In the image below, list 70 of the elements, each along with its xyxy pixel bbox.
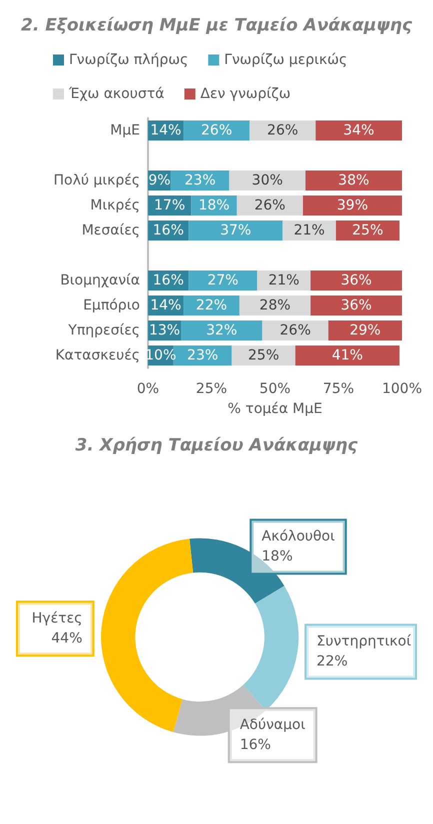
x-tick-label: 75% — [322, 381, 354, 397]
slice-label: Συντηρητικοί — [316, 634, 412, 650]
data-label: 17% — [154, 198, 186, 214]
bar — [295, 346, 400, 366]
data-label: 44% — [51, 630, 82, 647]
x-tick-label: 100% — [382, 381, 422, 397]
data-label: 18% — [262, 548, 293, 565]
legend-label: Γνωρίζω πλήρως — [69, 52, 188, 68]
data-label: 38% — [338, 172, 370, 188]
data-label: 26% — [280, 322, 311, 338]
y-tick-label: Κατασκευές — [55, 348, 140, 364]
data-label: 25% — [352, 222, 384, 238]
data-label: 28% — [259, 298, 291, 314]
x-axis-title: % τομέα ΜμΕ — [228, 401, 322, 417]
data-label: 39% — [336, 198, 368, 214]
bar — [229, 170, 306, 190]
data-label: 25% — [248, 348, 280, 364]
data-label: 14% — [150, 122, 182, 138]
y-tick-label: Μεσαίες — [82, 222, 140, 238]
data-label: 9% — [148, 172, 171, 188]
y-tick-label: Μικρές — [90, 198, 140, 214]
bar — [305, 170, 402, 190]
bar — [328, 320, 402, 340]
data-label: 32% — [206, 322, 238, 338]
y-tick-label: Βιομηχανία — [60, 272, 140, 288]
y-tick-label: Εμπόριο — [83, 298, 140, 314]
data-label: 26% — [201, 122, 232, 138]
data-label: 30% — [252, 172, 283, 188]
chart-title: 2. Εξοικείωση ΜμΕ με Ταμείο Ανάκαμψης — [20, 16, 413, 36]
data-label: 23% — [184, 172, 216, 188]
bar — [316, 120, 402, 140]
slice-label: Ακόλουθοι — [262, 528, 336, 545]
data-label: 26% — [254, 198, 286, 214]
legend-label: Έχω ακουστά — [68, 86, 164, 102]
data-label: 14% — [150, 298, 182, 314]
x-tick-label: 0% — [136, 381, 160, 397]
y-tick-label: ΜμΕ — [110, 122, 140, 138]
bar — [302, 196, 402, 216]
data-label: 18% — [198, 198, 230, 214]
data-label: 16% — [152, 222, 184, 238]
data-label: 16% — [152, 272, 184, 288]
data-label: 27% — [207, 272, 238, 288]
slice-label: Ηγέτες — [32, 610, 82, 627]
x-tick-label: 50% — [259, 381, 291, 397]
data-label: 41% — [332, 348, 363, 364]
data-label: 29% — [350, 322, 381, 338]
y-tick-label: Υπηρεσίες — [67, 322, 140, 338]
slice-label: Αδύναμοι — [240, 717, 306, 734]
data-label: 21% — [268, 272, 300, 288]
x-tick-label: 25% — [196, 381, 228, 397]
legend-label: Γνωρίζω μερικώς — [224, 52, 348, 68]
data-label: 21% — [294, 222, 325, 238]
data-label: 34% — [343, 122, 374, 138]
bar — [181, 320, 262, 340]
chart-title: 3. Χρήση Ταμείου Ανάκαμψης — [75, 436, 358, 456]
data-label: 16% — [240, 737, 271, 754]
data-label: 37% — [220, 222, 252, 238]
bar — [188, 220, 283, 240]
data-label: 22% — [316, 654, 348, 670]
data-label: 23% — [187, 348, 218, 364]
data-label: 36% — [340, 272, 372, 288]
bar — [310, 270, 402, 290]
data-label: 26% — [267, 122, 298, 138]
data-label: 36% — [340, 298, 372, 314]
legend-label: Δεν γνωρίζω — [200, 86, 291, 102]
data-label: 13% — [148, 322, 180, 338]
y-tick-label: Πολύ μικρές — [54, 172, 140, 188]
data-label: 22% — [196, 298, 228, 314]
bar — [310, 296, 402, 316]
bar — [188, 270, 258, 290]
